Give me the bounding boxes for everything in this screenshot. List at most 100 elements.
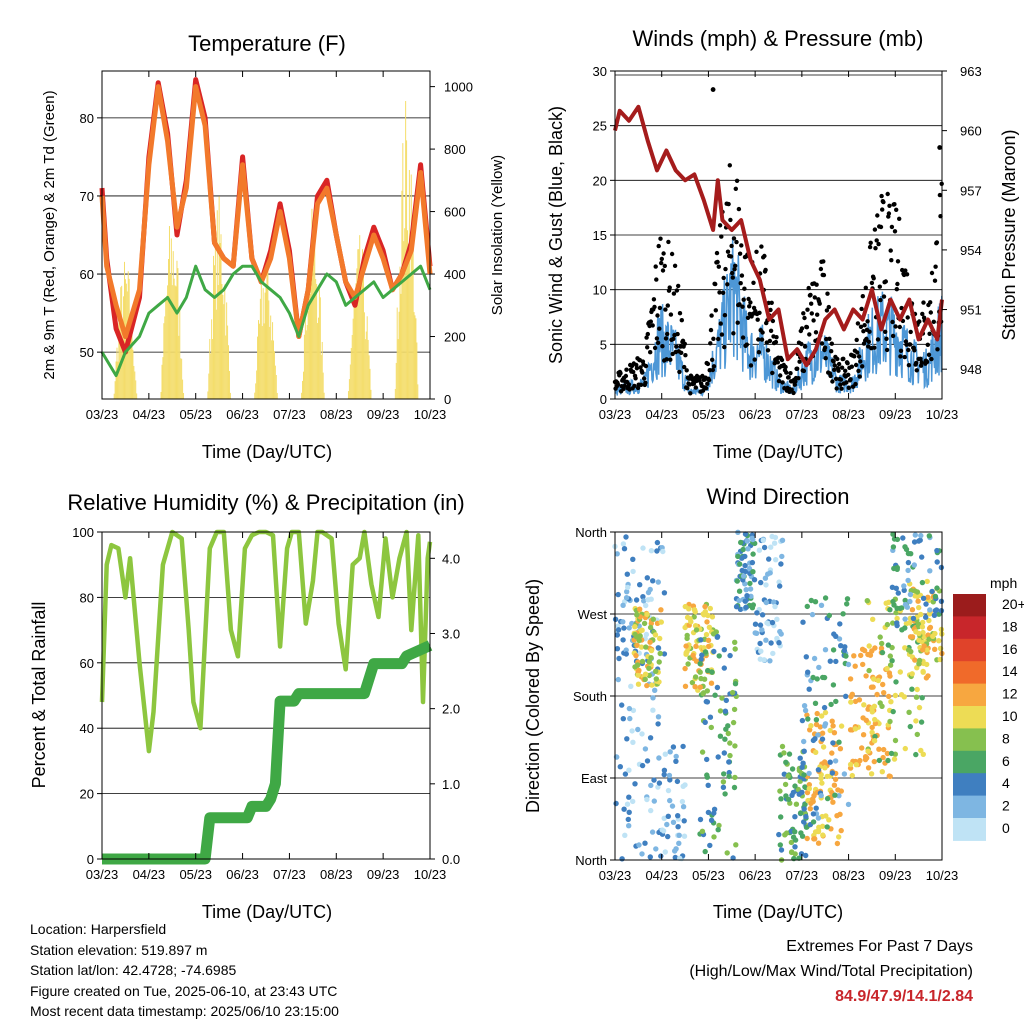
colorbar-swatch bbox=[953, 728, 986, 752]
direction-point bbox=[736, 588, 743, 594]
direction-point bbox=[732, 681, 739, 687]
x-tick-label: 03/23 bbox=[599, 407, 632, 422]
direction-point bbox=[907, 634, 914, 640]
station-location: Location: Harpersfield bbox=[30, 921, 167, 937]
y-tick-label: 50 bbox=[80, 345, 94, 360]
direction-point bbox=[674, 778, 681, 785]
direction-point bbox=[747, 580, 753, 587]
gust-point bbox=[879, 193, 884, 199]
direction-point bbox=[679, 798, 686, 805]
colorbar-swatch bbox=[953, 661, 986, 685]
gust-point bbox=[634, 366, 640, 371]
gust-point bbox=[902, 354, 907, 360]
direction-point bbox=[630, 798, 636, 805]
y-right-tick-label: 800 bbox=[444, 142, 466, 157]
direction-point bbox=[719, 695, 725, 701]
direction-point bbox=[810, 674, 816, 681]
y-right-tick-label: 2.0 bbox=[442, 702, 460, 717]
gust-point bbox=[710, 87, 716, 92]
direction-point bbox=[822, 709, 829, 716]
direction-point bbox=[622, 832, 628, 838]
gust-point bbox=[648, 350, 653, 355]
direction-point bbox=[731, 784, 738, 791]
direction-point bbox=[927, 607, 933, 613]
gust-point bbox=[937, 192, 943, 198]
gust-point bbox=[829, 341, 834, 346]
gust-point bbox=[657, 326, 662, 331]
gust-point bbox=[685, 386, 690, 391]
direction-point bbox=[919, 624, 926, 630]
direction-point bbox=[822, 647, 829, 653]
direction-point bbox=[909, 686, 915, 692]
direction-point bbox=[620, 716, 626, 722]
direction-point bbox=[912, 657, 918, 663]
gust-point bbox=[897, 324, 902, 330]
y-right-tick-label: 951 bbox=[960, 303, 982, 318]
direction-point bbox=[774, 616, 780, 622]
gust-point bbox=[892, 229, 898, 234]
gust-point bbox=[657, 305, 663, 311]
gust-point bbox=[737, 251, 743, 256]
direction-point bbox=[803, 813, 809, 820]
gust-point bbox=[864, 336, 869, 342]
direction-point bbox=[926, 636, 932, 642]
gust-point bbox=[720, 290, 726, 295]
direction-point bbox=[773, 557, 779, 563]
direction-point bbox=[649, 682, 655, 688]
direction-point bbox=[648, 782, 654, 789]
x-tick-label: 04/23 bbox=[645, 407, 678, 422]
direction-point bbox=[902, 625, 908, 631]
gust-point bbox=[663, 307, 668, 312]
temperature-panel: Temperature (F) 506070800200400600800100… bbox=[41, 31, 506, 462]
direction-point bbox=[651, 798, 657, 804]
winds-panel: Winds (mph) & Pressure (mb) 0 5 10 15 20 25 30… bbox=[546, 26, 1019, 462]
extremes-values: 84.9/47.9/14.1/2.84 bbox=[835, 988, 973, 1005]
y-right-tick-label: 200 bbox=[444, 330, 466, 345]
gust-point bbox=[801, 311, 806, 316]
x-tick-label: 03/23 bbox=[86, 407, 119, 422]
direction-point bbox=[861, 702, 867, 708]
direction-point bbox=[767, 570, 773, 576]
direction-point bbox=[757, 640, 763, 647]
direction-point bbox=[697, 684, 703, 690]
gust-point bbox=[739, 273, 745, 278]
direction-point bbox=[824, 773, 830, 780]
direction-point bbox=[648, 647, 655, 654]
direction-point bbox=[744, 538, 750, 544]
gust-point bbox=[751, 280, 756, 285]
direction-point bbox=[624, 801, 631, 807]
direction-point bbox=[786, 751, 793, 757]
direction-point bbox=[612, 616, 619, 622]
direction-point bbox=[886, 693, 892, 700]
direction-point bbox=[906, 709, 912, 715]
gust-point bbox=[906, 347, 911, 353]
direction-point bbox=[772, 603, 778, 610]
direction-point bbox=[697, 661, 703, 667]
direction-point bbox=[800, 619, 806, 625]
temperature-series-2 bbox=[100, 264, 432, 378]
gust-point bbox=[734, 239, 739, 245]
direction-point bbox=[661, 590, 668, 596]
direction-point bbox=[883, 600, 889, 606]
gust-point bbox=[852, 354, 857, 359]
direction-point bbox=[723, 697, 729, 704]
direction-point bbox=[711, 834, 717, 840]
gust-point bbox=[624, 367, 629, 372]
gust-point bbox=[846, 385, 851, 390]
direction-point bbox=[647, 854, 653, 860]
gust-point bbox=[860, 294, 865, 299]
direction-point bbox=[908, 648, 914, 655]
direction-point bbox=[783, 830, 790, 836]
direction-point bbox=[938, 626, 945, 633]
gust-point bbox=[846, 372, 851, 377]
direction-point bbox=[812, 599, 819, 605]
direction-point bbox=[751, 577, 758, 583]
direction-point bbox=[915, 598, 921, 604]
gust-point bbox=[779, 357, 785, 363]
y-tick-label: 25 bbox=[593, 119, 607, 134]
y-right-tick-label: 1000 bbox=[444, 80, 473, 95]
direction-point bbox=[727, 652, 733, 659]
gust-point bbox=[651, 297, 657, 302]
direction-point bbox=[764, 620, 770, 626]
gust-point bbox=[855, 321, 861, 326]
